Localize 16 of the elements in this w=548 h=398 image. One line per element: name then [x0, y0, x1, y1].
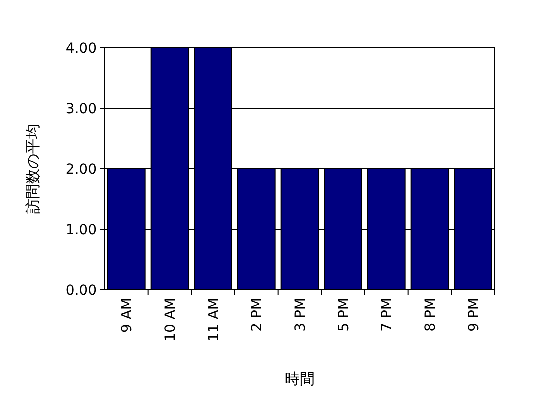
- x-axis-title: 時間: [285, 370, 315, 388]
- y-tick-label: 3.00: [66, 102, 97, 118]
- x-tick-label: 9 AM: [120, 298, 136, 334]
- x-tick-label: 11 AM: [206, 298, 222, 342]
- x-tick-label: 10 AM: [163, 298, 179, 342]
- y-tick-label: 2.00: [66, 162, 97, 178]
- y-tick-label: 0.00: [66, 283, 97, 299]
- x-tick-label: 5 PM: [336, 298, 352, 332]
- x-tick-label: 8 PM: [423, 298, 439, 332]
- y-tick-label: 1.00: [66, 222, 97, 238]
- y-tick-label: 4.00: [66, 41, 97, 57]
- x-tick-label: 3 PM: [293, 298, 309, 332]
- y-axis-title: 訪問数の平均: [24, 124, 42, 214]
- x-tick-label: 9 PM: [466, 298, 482, 332]
- x-tick-label: 2 PM: [250, 298, 266, 332]
- x-tick-label: 7 PM: [380, 298, 396, 332]
